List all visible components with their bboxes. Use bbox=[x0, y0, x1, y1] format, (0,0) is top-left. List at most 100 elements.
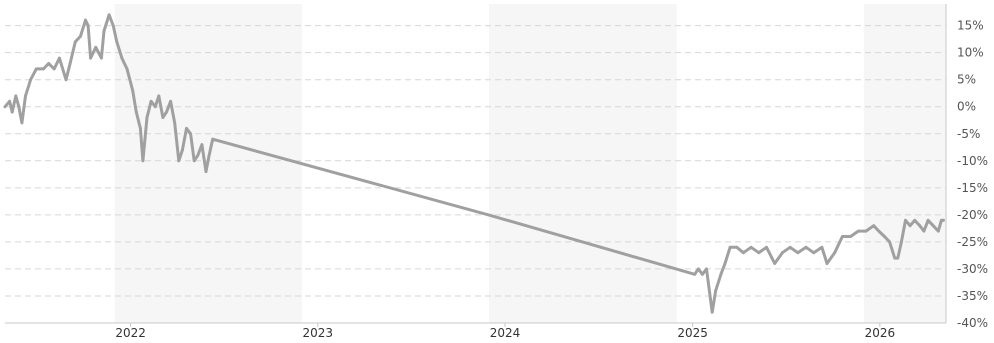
data-point bbox=[696, 267, 700, 271]
data-point bbox=[17, 105, 21, 109]
data-point bbox=[161, 116, 165, 119]
data-point bbox=[833, 251, 837, 255]
shaded-band-2 bbox=[863, 4, 946, 323]
x-tick-label: 2022 bbox=[115, 326, 146, 340]
data-point bbox=[877, 229, 881, 233]
data-point bbox=[888, 240, 891, 244]
data-point bbox=[908, 224, 912, 228]
data-point bbox=[139, 126, 142, 130]
data-point bbox=[872, 224, 876, 228]
data-point bbox=[896, 256, 900, 260]
data-point bbox=[705, 267, 708, 271]
data-point bbox=[111, 24, 115, 27]
series-layer bbox=[3, 13, 945, 314]
y-tick-label: 0% bbox=[957, 100, 976, 114]
data-point bbox=[714, 289, 718, 292]
data-point bbox=[719, 272, 723, 276]
data-point bbox=[181, 148, 184, 152]
data-point bbox=[710, 310, 714, 314]
data-point bbox=[825, 262, 829, 265]
data-point bbox=[820, 245, 824, 249]
data-point bbox=[723, 262, 727, 265]
y-tick-labels: 15% 10% 5% 0% -5% -10% -15% -20% -25% -30% -35% -40… bbox=[957, 19, 988, 330]
data-point bbox=[922, 229, 926, 233]
data-point bbox=[47, 62, 50, 65]
data-point bbox=[918, 224, 922, 228]
data-point bbox=[79, 35, 82, 38]
data-point bbox=[73, 40, 77, 44]
data-point bbox=[207, 154, 211, 157]
data-point bbox=[64, 78, 68, 82]
y-tick-label: -25% bbox=[957, 235, 988, 249]
data-point bbox=[14, 94, 18, 98]
data-point bbox=[153, 105, 157, 109]
data-point bbox=[693, 272, 697, 276]
data-point bbox=[487, 213, 490, 217]
data-point bbox=[936, 229, 940, 233]
data-point bbox=[134, 110, 138, 114]
gridlines bbox=[5, 25, 946, 324]
data-point bbox=[812, 251, 816, 255]
data-point bbox=[145, 116, 149, 119]
data-point bbox=[29, 78, 32, 82]
data-point bbox=[781, 251, 784, 255]
data-point bbox=[125, 67, 129, 71]
data-point bbox=[742, 251, 745, 255]
data-point bbox=[196, 154, 200, 157]
x-tick-label: 2026 bbox=[865, 326, 896, 340]
y-tick-label: 5% bbox=[957, 73, 976, 87]
data-point bbox=[68, 62, 72, 65]
data-point bbox=[177, 159, 181, 163]
data-point bbox=[728, 245, 732, 249]
data-point bbox=[765, 245, 768, 249]
data-point bbox=[169, 99, 173, 103]
data-point bbox=[883, 235, 886, 238]
data-point bbox=[58, 56, 61, 60]
data-point bbox=[856, 229, 860, 233]
data-point bbox=[34, 67, 38, 71]
data-point bbox=[141, 159, 145, 163]
data-point bbox=[904, 218, 907, 222]
data-point bbox=[735, 245, 739, 249]
data-point bbox=[841, 235, 844, 238]
y-tick-label: -40% bbox=[957, 316, 988, 330]
series-0 bbox=[3, 13, 945, 314]
data-point bbox=[913, 218, 917, 222]
x-tick-label: 2025 bbox=[677, 326, 708, 340]
data-point bbox=[701, 272, 704, 276]
data-point bbox=[773, 262, 777, 265]
data-point bbox=[940, 218, 943, 222]
data-point bbox=[931, 224, 935, 228]
data-point bbox=[211, 137, 215, 141]
data-point bbox=[804, 245, 808, 249]
data-point bbox=[204, 170, 208, 174]
data-point bbox=[20, 121, 24, 125]
data-point bbox=[94, 45, 98, 49]
data-point bbox=[131, 89, 135, 92]
data-point bbox=[115, 40, 119, 44]
data-point bbox=[10, 110, 14, 114]
data-point bbox=[52, 67, 56, 71]
data-point bbox=[86, 24, 90, 27]
data-point bbox=[900, 240, 903, 244]
data-point bbox=[757, 251, 761, 255]
data-point bbox=[3, 105, 7, 109]
data-point bbox=[102, 29, 106, 33]
y-tick-label: -10% bbox=[957, 154, 988, 168]
data-point bbox=[120, 56, 124, 60]
data-point bbox=[157, 94, 161, 98]
y-tick-label: -20% bbox=[957, 208, 988, 222]
data-point bbox=[89, 56, 92, 60]
data-point bbox=[185, 126, 188, 130]
data-point bbox=[893, 256, 897, 260]
data-point bbox=[864, 229, 868, 233]
y-tick-label: -35% bbox=[957, 289, 988, 303]
data-point bbox=[192, 159, 196, 163]
y-tick-label: 15% bbox=[957, 19, 984, 33]
data-point bbox=[942, 218, 945, 222]
data-point bbox=[149, 99, 153, 103]
shaded-band-1 bbox=[489, 4, 677, 323]
y-tick-label: -15% bbox=[957, 181, 988, 195]
data-point bbox=[42, 67, 45, 71]
